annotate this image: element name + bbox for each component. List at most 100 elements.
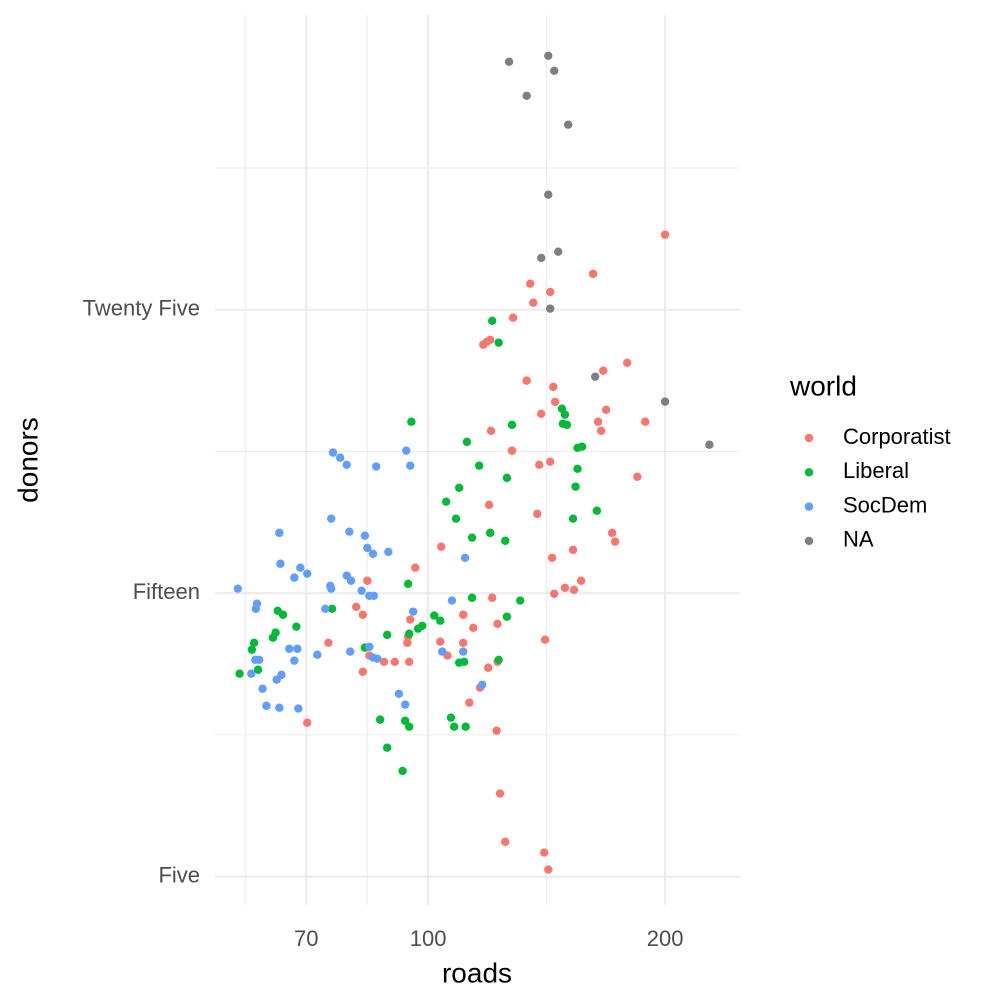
point bbox=[400, 716, 410, 725]
point bbox=[529, 298, 538, 307]
point bbox=[303, 718, 312, 727]
legend-label: Liberal bbox=[843, 458, 909, 483]
point bbox=[545, 457, 555, 466]
point bbox=[492, 726, 501, 735]
point bbox=[508, 313, 518, 322]
point bbox=[357, 586, 366, 595]
point bbox=[494, 338, 503, 347]
point bbox=[477, 680, 487, 689]
point bbox=[438, 647, 447, 656]
point bbox=[483, 663, 493, 672]
point bbox=[430, 611, 439, 620]
point bbox=[290, 573, 299, 582]
point bbox=[403, 638, 412, 648]
point bbox=[384, 547, 393, 557]
point bbox=[379, 657, 389, 667]
point bbox=[324, 638, 333, 648]
point bbox=[258, 684, 267, 693]
point bbox=[459, 647, 468, 656]
point bbox=[573, 443, 582, 453]
point bbox=[406, 615, 415, 624]
legend-marker bbox=[804, 502, 814, 511]
point bbox=[459, 610, 468, 619]
point bbox=[504, 57, 514, 66]
point bbox=[249, 638, 259, 648]
point bbox=[375, 715, 385, 724]
point bbox=[479, 340, 488, 349]
point bbox=[461, 722, 470, 731]
point bbox=[494, 655, 503, 665]
point bbox=[402, 446, 411, 455]
point bbox=[251, 604, 261, 614]
legend-title: world bbox=[789, 370, 857, 401]
point bbox=[544, 865, 553, 874]
point bbox=[326, 584, 336, 593]
point bbox=[451, 514, 461, 523]
point bbox=[449, 722, 459, 731]
point bbox=[568, 514, 578, 523]
point bbox=[486, 335, 495, 345]
point bbox=[382, 743, 392, 752]
y-tick-label: Five bbox=[158, 862, 200, 887]
point bbox=[460, 553, 470, 562]
point bbox=[560, 410, 570, 419]
point bbox=[596, 426, 606, 436]
point bbox=[255, 655, 264, 665]
point bbox=[346, 576, 356, 585]
point bbox=[326, 514, 336, 523]
point bbox=[369, 591, 379, 600]
point bbox=[501, 536, 510, 545]
point bbox=[327, 604, 337, 614]
point bbox=[487, 593, 497, 602]
point bbox=[313, 650, 322, 659]
point bbox=[462, 437, 472, 447]
point bbox=[705, 440, 714, 449]
point bbox=[436, 637, 445, 646]
legend-marker bbox=[804, 468, 814, 477]
x-tick-label: 70 bbox=[294, 926, 318, 951]
point bbox=[447, 596, 457, 605]
x-tick-label: 100 bbox=[410, 926, 447, 951]
y-axis-title: donors bbox=[12, 417, 43, 503]
point bbox=[358, 667, 368, 676]
point bbox=[467, 533, 477, 542]
point bbox=[522, 376, 531, 385]
point bbox=[293, 644, 302, 653]
point bbox=[486, 528, 495, 538]
point bbox=[547, 553, 557, 562]
point bbox=[502, 473, 512, 483]
point bbox=[437, 542, 446, 551]
point bbox=[568, 545, 578, 555]
point bbox=[516, 596, 525, 605]
point bbox=[467, 593, 477, 602]
point bbox=[539, 848, 549, 857]
point bbox=[535, 460, 544, 470]
point bbox=[545, 304, 555, 313]
point bbox=[550, 397, 560, 407]
point bbox=[275, 528, 284, 538]
y-tick-label: Twenty Five bbox=[83, 296, 200, 321]
point bbox=[507, 446, 517, 455]
point bbox=[563, 120, 573, 129]
point bbox=[507, 420, 517, 430]
point bbox=[487, 316, 497, 326]
point bbox=[526, 279, 535, 288]
point bbox=[342, 460, 351, 470]
point bbox=[406, 461, 415, 470]
point bbox=[321, 604, 330, 614]
point bbox=[335, 453, 345, 462]
point bbox=[459, 638, 468, 648]
point bbox=[358, 610, 368, 619]
point bbox=[550, 589, 559, 598]
point bbox=[294, 704, 303, 713]
legend-label: NA bbox=[843, 527, 874, 552]
point bbox=[554, 247, 563, 256]
point bbox=[501, 837, 510, 846]
point bbox=[486, 426, 496, 436]
x-axis-title: roads bbox=[442, 957, 512, 988]
point bbox=[360, 531, 370, 540]
point bbox=[400, 700, 410, 709]
point bbox=[292, 622, 301, 631]
point bbox=[610, 537, 620, 546]
point bbox=[484, 500, 494, 509]
